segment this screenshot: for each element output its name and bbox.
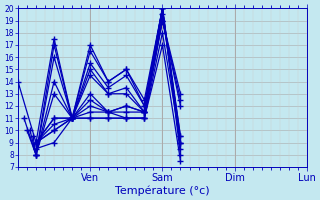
X-axis label: Température (°c): Température (°c) — [115, 185, 210, 196]
